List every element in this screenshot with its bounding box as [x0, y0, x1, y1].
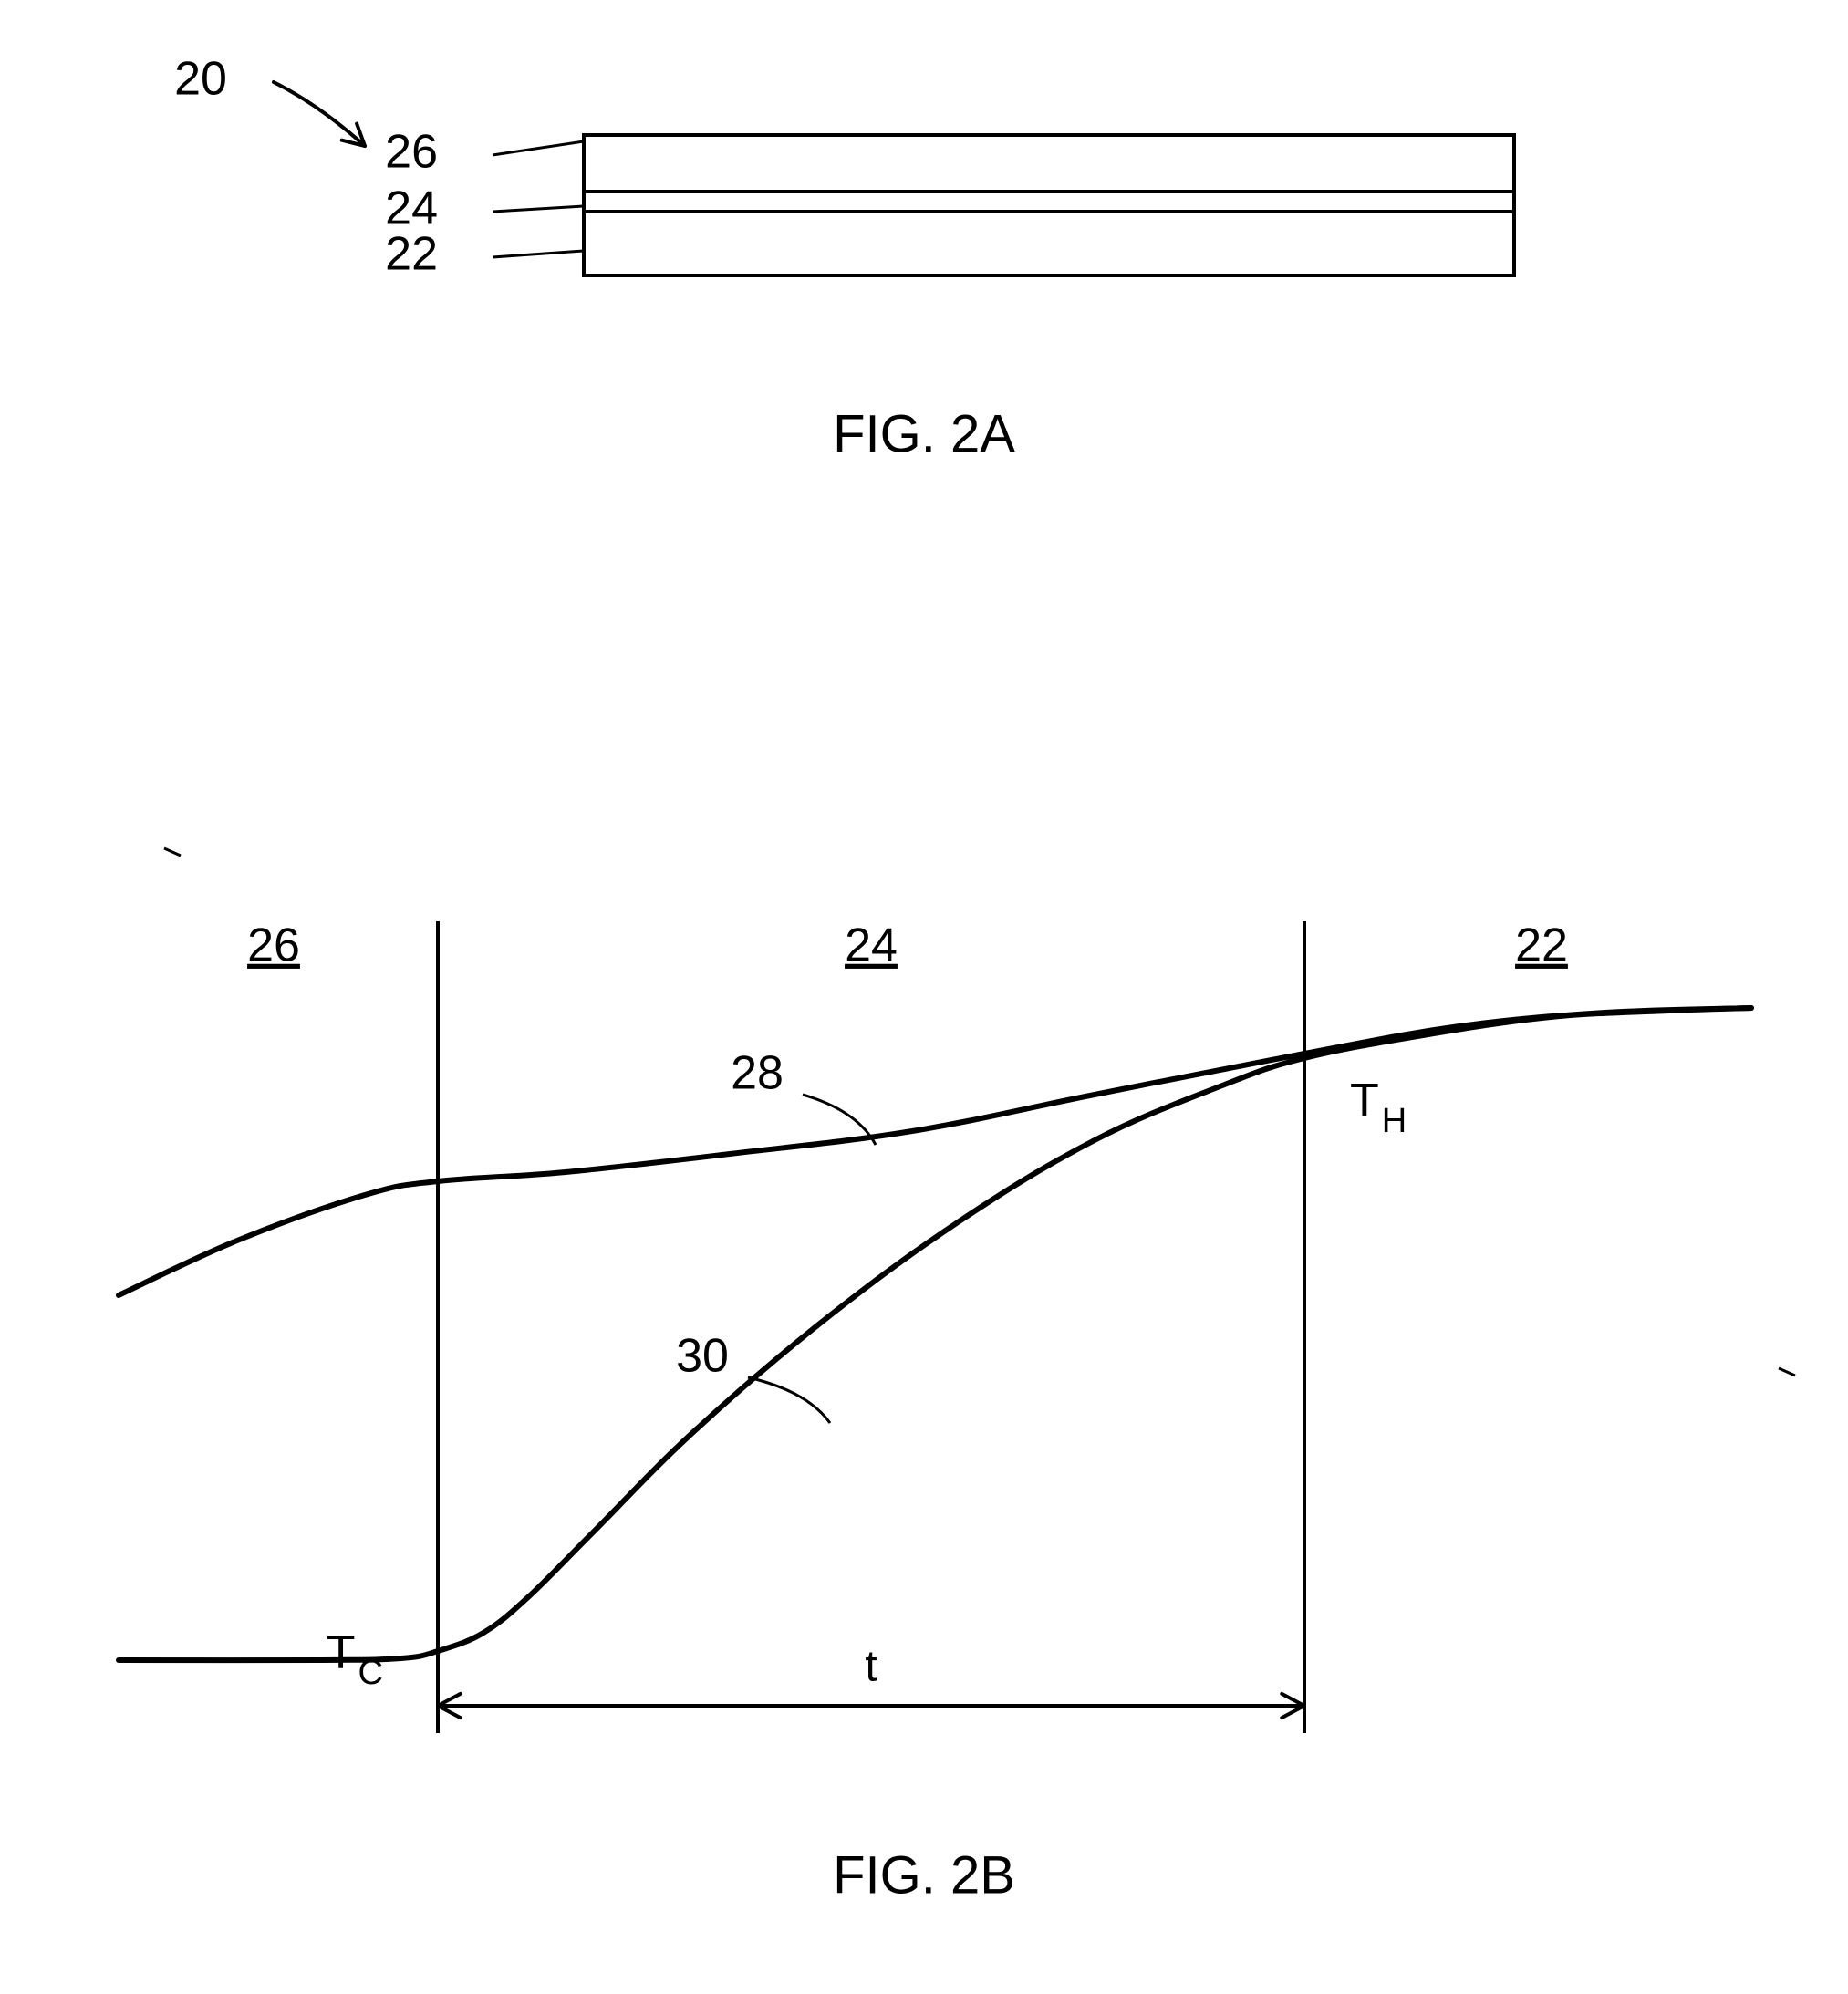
assembly-label-20: 20	[174, 53, 227, 106]
temp-cold-label: TC	[327, 1626, 383, 1692]
curve-label-30: 30	[676, 1330, 729, 1383]
zone-label-26: 26	[247, 919, 300, 972]
layer-22	[584, 212, 1514, 275]
diagram-canvas: 20262422FIG. 2A2624222830THTCtFIG. 2B	[0, 0, 1848, 1994]
fig2a-title: FIG. 2A	[833, 404, 1015, 463]
curve-label-28: 28	[731, 1047, 784, 1100]
layer-label-26: 26	[385, 126, 438, 179]
layer-label-22: 22	[385, 228, 438, 281]
curve-28	[119, 1008, 1751, 1295]
temp-hot-label: TH	[1350, 1075, 1407, 1140]
layer-26	[584, 135, 1514, 192]
layer-24	[584, 192, 1514, 212]
fig2b-title: FIG. 2B	[833, 1845, 1015, 1905]
curve-30	[119, 1008, 1751, 1660]
zone-label-22: 22	[1515, 919, 1568, 972]
zone-label-24: 24	[845, 919, 898, 972]
t-label: t	[865, 1643, 877, 1691]
